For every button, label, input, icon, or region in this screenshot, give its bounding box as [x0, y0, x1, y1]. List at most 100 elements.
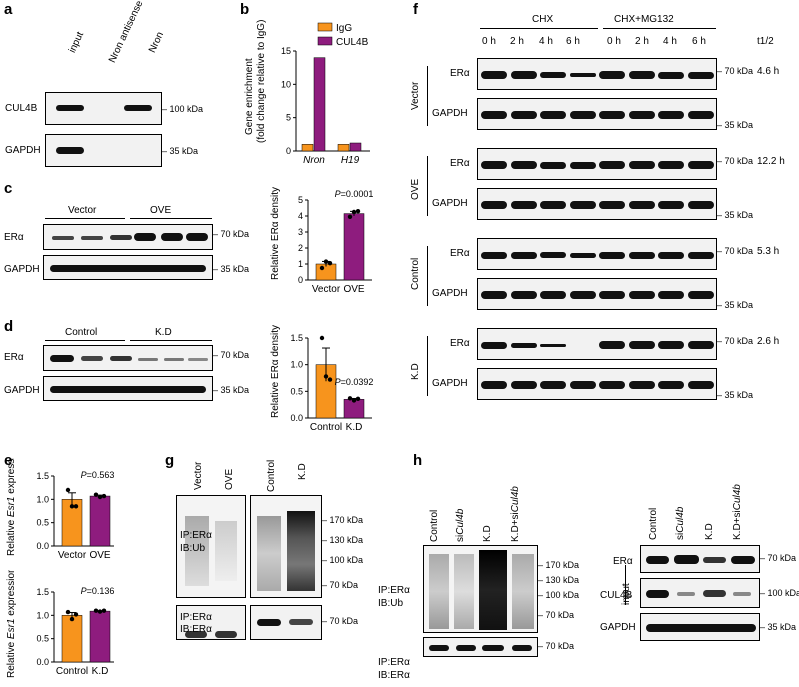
row-label: GAPDH	[5, 145, 41, 156]
y-axis-label: Relative Esr1 expression	[6, 570, 17, 678]
group-label: K.D	[410, 363, 421, 380]
panel-letter-c: c	[4, 180, 13, 197]
ip-label: IP:ERα	[378, 657, 410, 668]
row-label: GAPDH	[432, 198, 468, 209]
bar	[343, 213, 365, 281]
mw-marker: 35 kDa	[717, 390, 754, 400]
group-label: K.D	[155, 327, 172, 338]
row-label: GAPDH	[4, 264, 40, 275]
p-value: P=0.1369	[81, 586, 114, 596]
data-point	[93, 492, 99, 497]
y-tick-label: 0.0	[36, 541, 49, 551]
x-tick-label: K.D	[92, 666, 109, 677]
p-value: P=0.0001	[335, 189, 374, 199]
bar	[337, 144, 350, 152]
x-tick-label: OVE	[343, 284, 364, 295]
western-blot	[423, 545, 538, 633]
data-point	[327, 261, 333, 266]
t-half-header: t1/2	[757, 36, 774, 47]
y-tick-label: 0.0	[290, 413, 303, 423]
chart-d: 0.0 0.5 1.0 1.5 Control K.D P=0.0392 Relative E…	[270, 325, 373, 433]
legend-swatch	[317, 36, 333, 46]
group-label: OVE	[150, 205, 172, 216]
lane-label: Vector	[193, 461, 204, 490]
mw-marker: 100 kDa	[162, 104, 204, 114]
western-blot	[45, 134, 162, 167]
lane-label: input	[67, 30, 87, 55]
row-label: GAPDH	[432, 288, 468, 299]
y-tick-label: 4	[298, 211, 303, 221]
lane-label: Control	[648, 507, 659, 540]
lane-label: siCul4b	[675, 506, 686, 540]
chart-b: Gene enrichment (fold change relative to…	[244, 20, 370, 166]
timepoint-label: 0 h	[482, 36, 496, 47]
group-label: Vector	[68, 205, 97, 216]
western-blot	[250, 605, 322, 640]
y-tick-label: 2	[298, 243, 303, 253]
row-label: ERα	[4, 232, 24, 243]
ib-label: IB:ERα	[180, 624, 212, 635]
y-tick-label: 1.0	[290, 360, 303, 370]
ib-label: IB:ERα	[378, 670, 410, 681]
y-axis-label: Relative Esr1 expression	[6, 458, 17, 556]
mw-marker: 100 kDa	[322, 555, 364, 565]
panel-letter-f: f	[413, 1, 418, 18]
condition-label: CHX+MG132	[614, 14, 674, 25]
bar	[313, 57, 326, 152]
timepoint-label: 6 h	[566, 36, 580, 47]
western-blot	[250, 495, 322, 598]
mw-marker: 70 kDa	[717, 246, 754, 256]
row-label: ERα	[450, 158, 470, 169]
mw-marker: 35 kDa	[717, 210, 754, 220]
row-label: ERα	[613, 556, 633, 567]
western-blot	[477, 278, 717, 310]
chart-e-bottom: 0.0 0.5 1.0 1.5 Control K.D P=0.1369 Relative E…	[6, 570, 114, 678]
data-point	[73, 612, 79, 617]
legend-label: IgG	[336, 23, 352, 34]
timepoint-label: 4 h	[663, 36, 677, 47]
y-tick-label: 1.5	[36, 471, 49, 481]
panel-letter-e: e	[4, 452, 13, 469]
mw-marker: 170 kDa	[322, 515, 364, 525]
data-point	[355, 396, 361, 401]
lane-label: K.D	[482, 525, 493, 542]
ip-label: IP:ERα	[180, 612, 212, 623]
mw-marker: 35 kDa	[213, 385, 250, 395]
mw-marker: 35 kDa	[162, 146, 199, 156]
row-label: CUL4B	[600, 590, 633, 601]
western-blot	[43, 255, 213, 280]
x-tick-label: Nron	[303, 155, 325, 166]
western-blot	[640, 613, 760, 641]
western-blot	[423, 637, 538, 657]
data-point	[347, 214, 353, 219]
group-label: Control	[410, 257, 421, 290]
lane-label: Nron	[147, 30, 167, 55]
timepoint-label: 6 h	[692, 36, 706, 47]
data-point	[319, 265, 325, 271]
y-tick-label: 1.5	[290, 333, 303, 343]
mw-marker: 70 kDa	[213, 350, 250, 360]
row-label: GAPDH	[600, 622, 636, 633]
western-blot	[477, 188, 717, 220]
western-blot	[477, 58, 717, 90]
data-point	[69, 616, 75, 622]
y-tick-label: 10	[281, 79, 291, 89]
x-tick-label: Control	[310, 422, 342, 433]
data-point	[323, 374, 329, 379]
x-tick-label: Control	[56, 666, 88, 677]
legend-swatch	[317, 22, 333, 32]
panel-letter-h: h	[413, 452, 423, 469]
western-blot	[176, 495, 246, 598]
timepoint-label: 4 h	[539, 36, 553, 47]
group-label: Control	[65, 327, 98, 338]
y-tick-label: 1.0	[36, 494, 49, 504]
row-label: ERα	[4, 352, 24, 363]
western-blot	[176, 605, 246, 640]
row-label: ERα	[450, 248, 470, 259]
data-point	[101, 493, 107, 499]
legend-label: CUL4B	[336, 37, 369, 48]
bar	[301, 144, 314, 152]
data-point	[65, 609, 71, 615]
half-life: 4.6 h	[757, 66, 780, 77]
